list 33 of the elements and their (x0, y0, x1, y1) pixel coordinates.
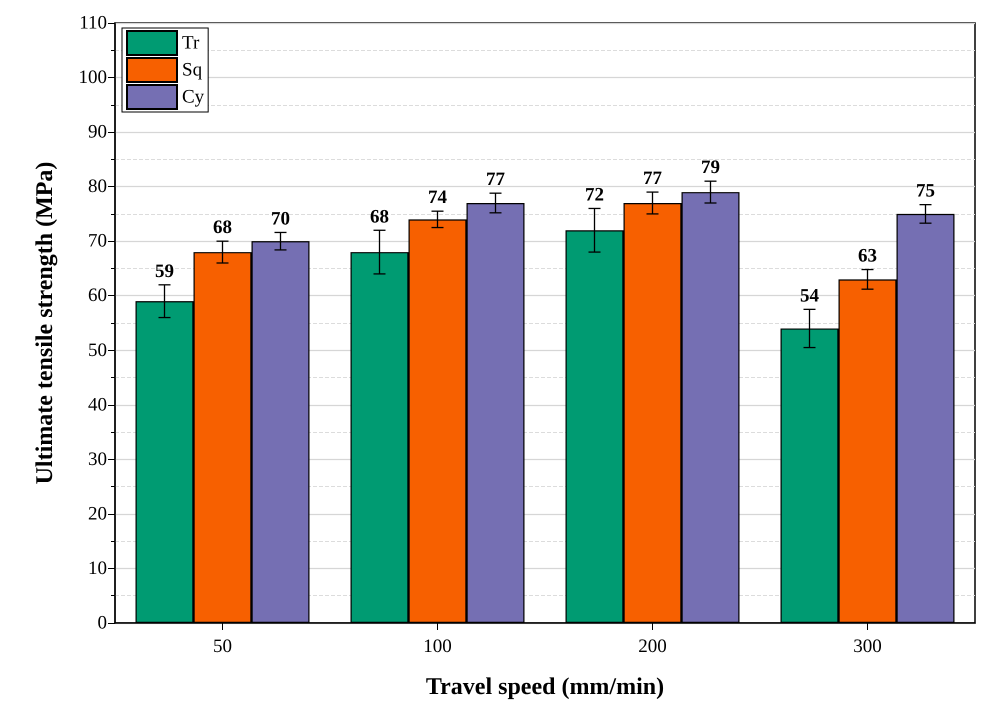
data-label: 59 (155, 260, 174, 282)
x-tick-label: 200 (638, 636, 667, 657)
data-label: 70 (271, 208, 290, 230)
data-label: 77 (486, 169, 506, 190)
x-axis-title: Travel speed (mm/min) (426, 674, 664, 700)
y-tick-label: 110 (79, 12, 107, 34)
data-label: 68 (213, 217, 232, 238)
y-tick-label: 50 (88, 340, 107, 361)
legend-label: Cy (182, 86, 205, 108)
x-tick-label: 50 (213, 636, 232, 657)
data-label: 75 (916, 180, 935, 202)
data-label: 72 (585, 184, 604, 206)
data-label: 74 (428, 187, 448, 208)
legend-label: Tr (182, 32, 200, 54)
y-tick-label: 30 (88, 448, 107, 470)
data-label: 63 (858, 246, 877, 267)
y-tick-label: 80 (88, 176, 107, 198)
y-tick-label: 60 (88, 285, 107, 306)
y-tick-label: 20 (88, 503, 107, 524)
data-label: 68 (370, 206, 389, 228)
y-tick-label: 10 (88, 558, 107, 579)
data-label: 77 (643, 168, 662, 190)
y-tick-label: 100 (78, 67, 107, 88)
x-tick-label: 100 (423, 636, 452, 657)
y-axis-title: Ultimate tensile strength (MPa) (32, 162, 58, 484)
y-tick-label: 90 (88, 122, 107, 143)
data-label: 54 (800, 285, 820, 306)
y-tick-label: 0 (98, 612, 107, 634)
data-label: 79 (701, 157, 720, 178)
y-tick-label: 40 (88, 394, 107, 416)
x-tick-label: 300 (853, 636, 882, 657)
y-tick-label: 70 (88, 230, 107, 252)
legend-label: Sq (182, 60, 203, 80)
